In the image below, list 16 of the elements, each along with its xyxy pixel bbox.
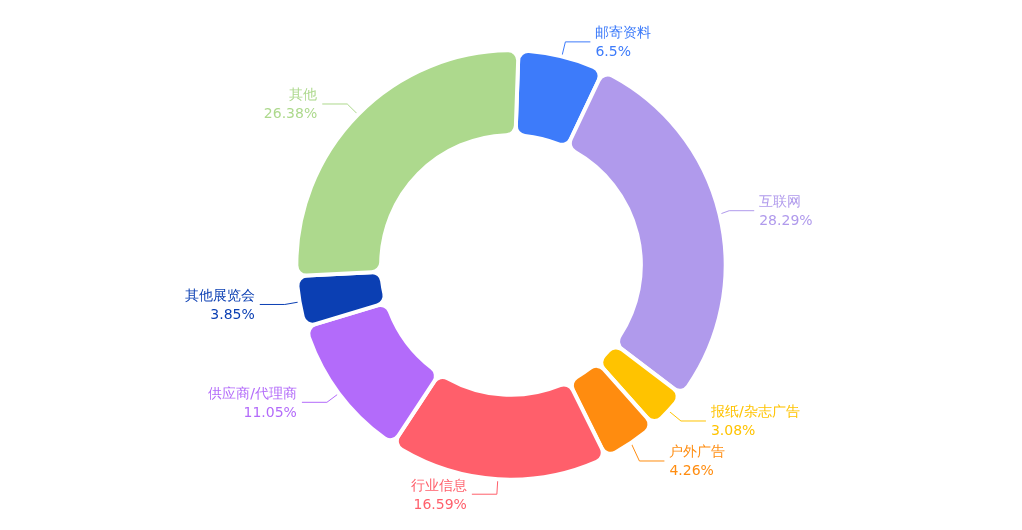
data-label: 28.29% bbox=[759, 212, 813, 229]
data-label: 26.38% bbox=[263, 105, 318, 122]
data-label: 6.5% bbox=[595, 43, 631, 60]
data-label: 3.85% bbox=[210, 305, 255, 322]
data-label: 16.59% bbox=[413, 495, 467, 512]
data-label: 11.05% bbox=[243, 403, 297, 420]
slice-label: 其他展览会 bbox=[184, 286, 255, 303]
slice-label: 互联网 bbox=[759, 193, 802, 210]
data-label: 4.26% bbox=[669, 462, 714, 479]
slice-label: 其他 bbox=[289, 86, 318, 103]
slice-label: 供应商/代理商 bbox=[208, 384, 297, 401]
slice-label: 报纸/杂志广告 bbox=[709, 403, 800, 420]
data-label: 3.08% bbox=[710, 422, 756, 439]
slice-label: 行业信息 bbox=[410, 476, 467, 493]
slice-label: 邮寄资料 bbox=[595, 24, 652, 41]
slice-label: 户外广告 bbox=[669, 443, 726, 460]
